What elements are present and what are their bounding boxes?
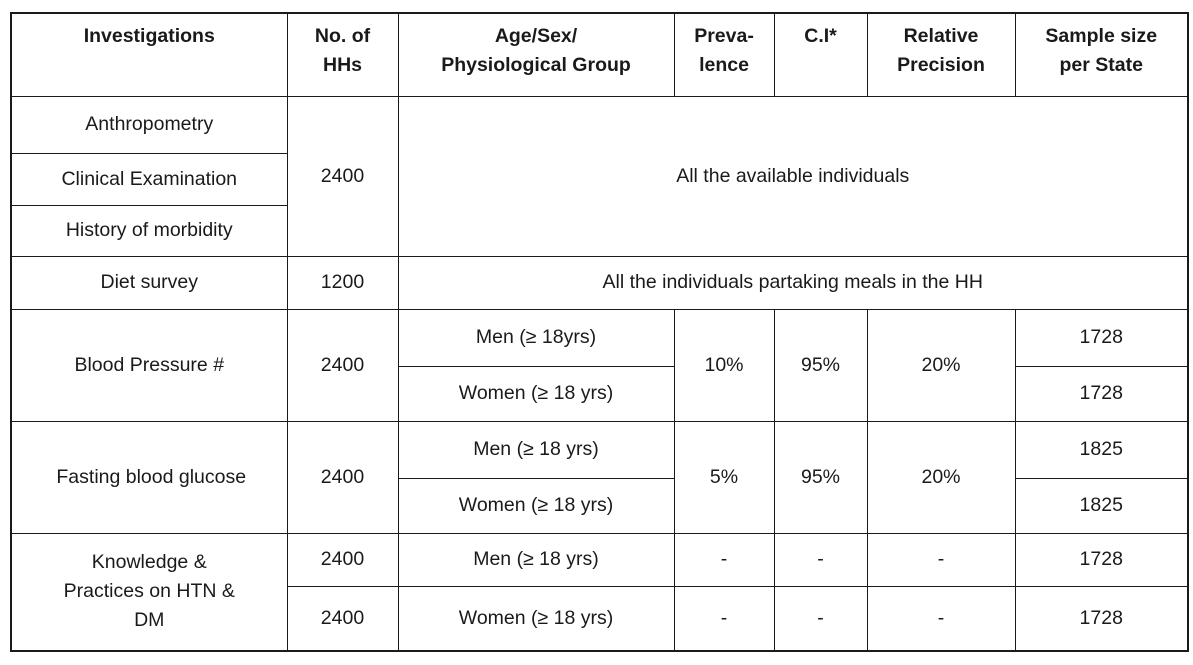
header-row: Investigations No. of HHs Age/Sex/ Physi…: [10, 12, 1189, 97]
cell-relative-precision-knowledge-men: -: [866, 532, 1016, 587]
row-diet-survey: Diet survey 1200 All the individuals par…: [10, 255, 1189, 310]
col-header-age-sex-group: Age/Sex/ Physiological Group: [397, 12, 675, 97]
cell-ci-bp: 95%: [773, 308, 868, 422]
cell-prevalence-fbg: 5%: [673, 420, 775, 534]
row-fasting-glucose-men: Fasting blood glucose 2400 Men (≥ 18 yrs…: [10, 420, 1189, 534]
cell-note-partaking-meals: All the individuals partaking meals in t…: [397, 255, 1189, 310]
col-header-sample-size: Sample size per State: [1014, 12, 1189, 97]
col-header-investigations: Investigations: [10, 12, 288, 97]
cell-sample-knowledge-women: 1728: [1014, 585, 1189, 652]
cell-prevalence-knowledge-women: -: [673, 585, 775, 652]
cell-relative-precision-fbg: 20%: [866, 420, 1016, 534]
col-header-ci: C.I*: [773, 12, 868, 97]
cell-investigation-blood-pressure: Blood Pressure #: [10, 308, 288, 422]
cell-prevalence-knowledge-men: -: [673, 532, 775, 587]
row-fasting-glucose-women: Women (≥ 18 yrs) 1825: [11, 477, 1189, 534]
cell-hhs-anthropometry-group: 2400: [286, 95, 399, 257]
cell-investigation-fasting-glucose: Fasting blood glucose: [10, 420, 288, 534]
cell-sample-knowledge-men: 1728: [1014, 532, 1189, 587]
row-knowledge-men: Knowledge & Practices on HTN & DM 2400 M…: [10, 532, 1189, 652]
cell-investigation-anthropometry: Anthropometry: [10, 95, 288, 154]
row-blood-pressure-men: Blood Pressure # 2400 Men (≥ 18yrs) 10% …: [10, 308, 1189, 422]
cell-relative-precision-knowledge-women: -: [866, 585, 1016, 652]
row-clinical-examination: Clinical Examination: [10, 152, 1188, 206]
sampling-plan-table: Investigations No. of HHs Age/Sex/ Physi…: [10, 12, 1189, 652]
cell-group-fbg-women: Women (≥ 18 yrs): [397, 477, 675, 534]
cell-investigation-diet-survey: Diet survey: [10, 255, 288, 310]
cell-hhs-blood-pressure: 2400: [286, 308, 399, 422]
cell-hhs-diet-survey: 1200: [286, 255, 399, 310]
cell-hhs-knowledge-women: 2400: [286, 585, 399, 652]
cell-hhs-fasting-glucose: 2400: [286, 420, 399, 534]
col-header-no-of-hhs: No. of HHs: [286, 12, 399, 97]
row-knowledge-women: 2400 Women (≥ 18 yrs) - - - 1728: [11, 585, 1189, 652]
cell-ci-knowledge-men: -: [773, 532, 868, 587]
cell-sample-bp-women: 1728: [1014, 365, 1189, 422]
cell-investigation-knowledge-practices: Knowledge & Practices on HTN & DM: [10, 532, 288, 652]
col-header-relative-precision: Relative Precision: [866, 12, 1016, 97]
cell-sample-fbg-women: 1825: [1014, 477, 1189, 534]
cell-investigation-history-of-morbidity: History of morbidity: [10, 204, 288, 257]
cell-hhs-knowledge-men: 2400: [286, 532, 399, 587]
cell-group-bp-men: Men (≥ 18yrs): [397, 308, 675, 367]
cell-prevalence-bp: 10%: [673, 308, 775, 422]
cell-sample-fbg-men: 1825: [1014, 420, 1189, 479]
cell-relative-precision-bp: 20%: [866, 308, 1016, 422]
cell-group-knowledge-women: Women (≥ 18 yrs): [397, 585, 675, 652]
cell-sample-bp-men: 1728: [1014, 308, 1189, 367]
row-history-of-morbidity: History of morbidity: [10, 204, 1188, 257]
cell-group-knowledge-men: Men (≥ 18 yrs): [397, 532, 675, 587]
cell-ci-knowledge-women: -: [773, 585, 868, 652]
cell-investigation-clinical-examination: Clinical Examination: [10, 152, 288, 206]
col-header-prevalence: Preva- lence: [673, 12, 775, 97]
cell-ci-fbg: 95%: [773, 420, 868, 534]
cell-group-fbg-men: Men (≥ 18 yrs): [397, 420, 675, 479]
cell-group-bp-women: Women (≥ 18 yrs): [397, 365, 675, 422]
cell-note-all-available-individuals: All the available individuals: [397, 95, 1189, 257]
row-anthropometry: Anthropometry 2400 All the available ind…: [10, 95, 1189, 257]
